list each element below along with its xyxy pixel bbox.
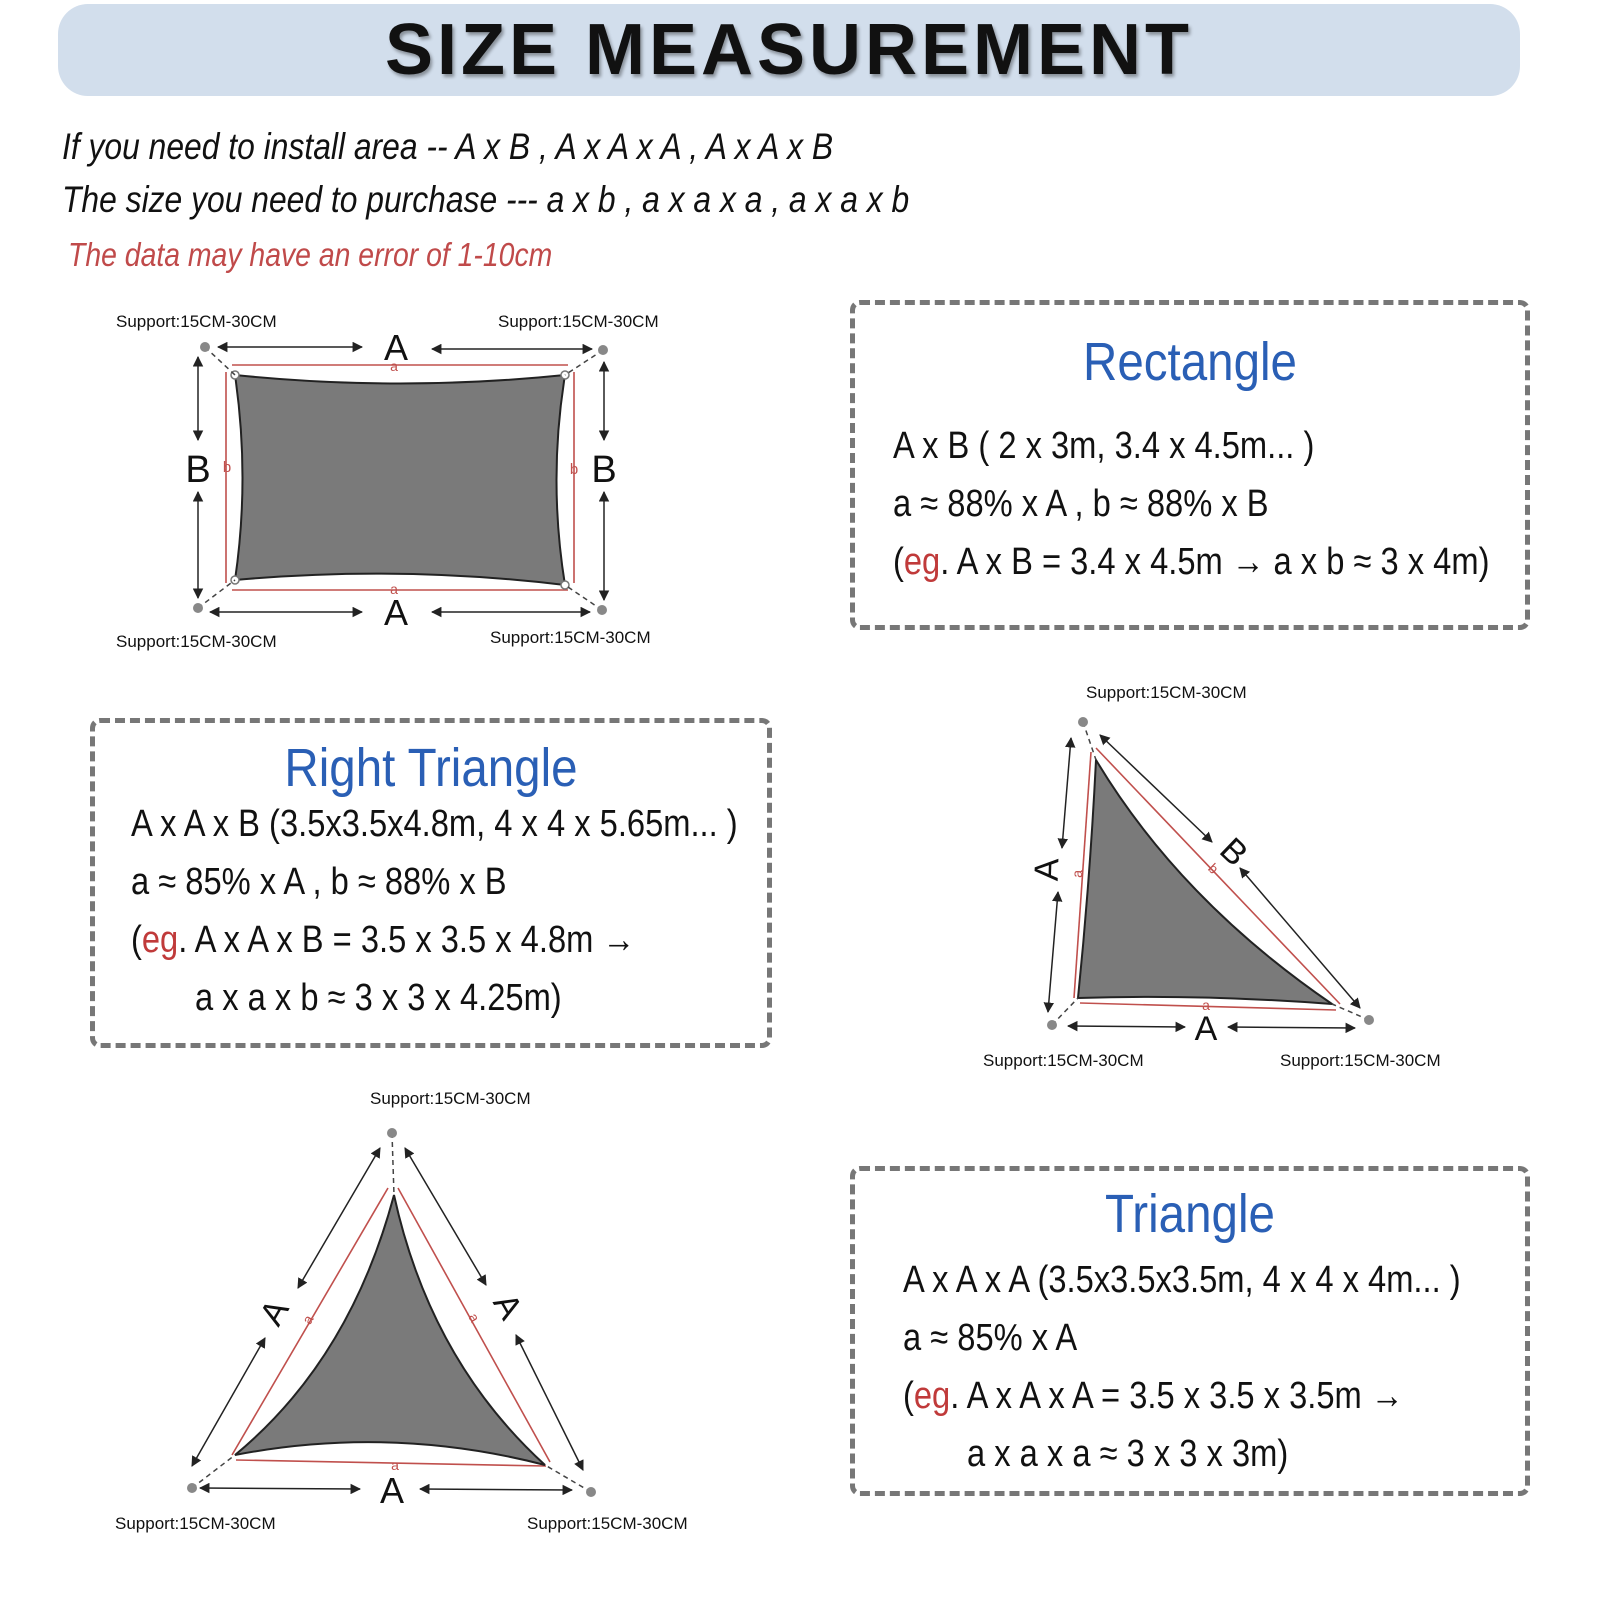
rt-label-a-left: a	[1069, 869, 1085, 878]
rectangle-title: Rectangle	[1082, 332, 1297, 392]
tri-support-bottom-left: Support:15CM-30CM	[115, 1514, 276, 1533]
triangle-shade	[234, 1194, 546, 1466]
rect-support-top-right: Support:15CM-30CM	[498, 312, 659, 331]
tri-label-a-right: a	[465, 1310, 483, 1325]
rect-label-b-left: b	[223, 459, 231, 476]
rt-support-bottom-left: Support:15CM-30CM	[983, 1051, 1144, 1070]
tri-label-A-right: A	[485, 1287, 529, 1326]
rectangle-line1: A x B ( 2 x 3m, 3.4 x 4.5m... )	[893, 425, 1315, 467]
triangle-info-box: Triangle A x A x A (3.5x3.5x3.5m, 4 x 4 …	[850, 1166, 1530, 1496]
tri-label-a-bottom: a	[391, 1457, 399, 1473]
right-triangle-shade	[1076, 756, 1336, 1006]
rectangle-shade	[233, 373, 567, 587]
triangle-line1: A x A x A (3.5x3.5x3.5m, 4 x 4 x 4m... )	[903, 1259, 1461, 1301]
right-triangle-line4: a x a x b ≈ 3 x 3 x 4.25m)	[195, 977, 562, 1019]
triangle-line2: a ≈ 85% x A	[903, 1317, 1078, 1359]
header-banner: SIZE MEASUREMENT	[58, 4, 1520, 96]
rectangle-line2: a ≈ 88% x A , b ≈ 88% x B	[893, 483, 1269, 525]
right-triangle-line2: a ≈ 85% x A , b ≈ 88% x B	[131, 861, 507, 903]
tri-label-A-bottom: A	[380, 1470, 404, 1511]
rect-label-A-bottom: A	[384, 592, 408, 633]
triangle-eg: eg	[913, 1375, 951, 1417]
rect-label-a-top: a	[390, 358, 398, 374]
right-triangle-line1: A x A x B (3.5x3.5x4.8m, 4 x 4 x 5.65m..…	[131, 803, 738, 845]
rect-label-b-right: b	[570, 461, 578, 478]
rt-label-b: b	[1205, 860, 1222, 877]
triangle-diagram: A A A a a a	[187, 1128, 596, 1511]
error-note: The data may have an error of 1-10cm	[68, 236, 553, 273]
rect-support-bottom-right: Support:15CM-30CM	[490, 628, 651, 647]
tri-support-top: Support:15CM-30CM	[370, 1089, 531, 1108]
rect-support-bottom-left: Support:15CM-30CM	[116, 632, 277, 651]
right-triangle-eg: eg	[141, 919, 179, 961]
rt-label-A-left: A	[1028, 857, 1067, 881]
triangle-line3: (eg. A x A x A = 3.5 x 3.5 x 3.5m →	[903, 1375, 1404, 1417]
triangle-line4: a x a x a ≈ 3 x 3 x 3m)	[967, 1433, 1289, 1475]
rectangle-info-box: Rectangle A x B ( 2 x 3m, 3.4 x 4.5m... …	[850, 300, 1530, 630]
triangle-title: Triangle	[1105, 1184, 1275, 1244]
right-triangle-info-box: Right Triangle A x A x B (3.5x3.5x4.8m, …	[90, 718, 772, 1048]
rect-label-a-bottom: a	[390, 581, 398, 597]
rect-label-A-top: A	[384, 327, 408, 368]
rectangle-eg: eg	[903, 541, 941, 583]
right-triangle-diagram: A A B a a b	[1028, 717, 1374, 1048]
tri-support-bottom-right: Support:15CM-30CM	[527, 1514, 688, 1533]
intro-install-area: If you need to install area -- A x B , A…	[62, 126, 834, 167]
right-triangle-line3: (eg. A x A x B = 3.5 x 3.5 x 4.8m →	[131, 919, 636, 961]
rect-label-B-left: B	[185, 449, 210, 491]
rt-label-a-bottom: a	[1202, 997, 1210, 1013]
intro-purchase-size: The size you need to purchase --- a x b …	[62, 179, 910, 220]
rt-support-top: Support:15CM-30CM	[1086, 683, 1247, 702]
right-triangle-title: Right Triangle	[284, 738, 578, 798]
rt-support-bottom-right: Support:15CM-30CM	[1280, 1051, 1441, 1070]
rectangle-line3: (eg. A x B = 3.4 x 4.5m → a x b ≈ 3 x 4m…	[893, 541, 1490, 583]
rectangle-diagram: A A B B a a b b	[185, 327, 616, 633]
rect-label-B-right: B	[591, 449, 616, 491]
page-title: SIZE MEASUREMENT	[384, 10, 1194, 90]
rt-label-A-bottom: A	[1195, 1010, 1218, 1048]
tri-label-A-left: A	[252, 1293, 296, 1332]
rectangle-inner-lines	[225, 364, 575, 591]
rect-support-top-left: Support:15CM-30CM	[116, 312, 277, 331]
